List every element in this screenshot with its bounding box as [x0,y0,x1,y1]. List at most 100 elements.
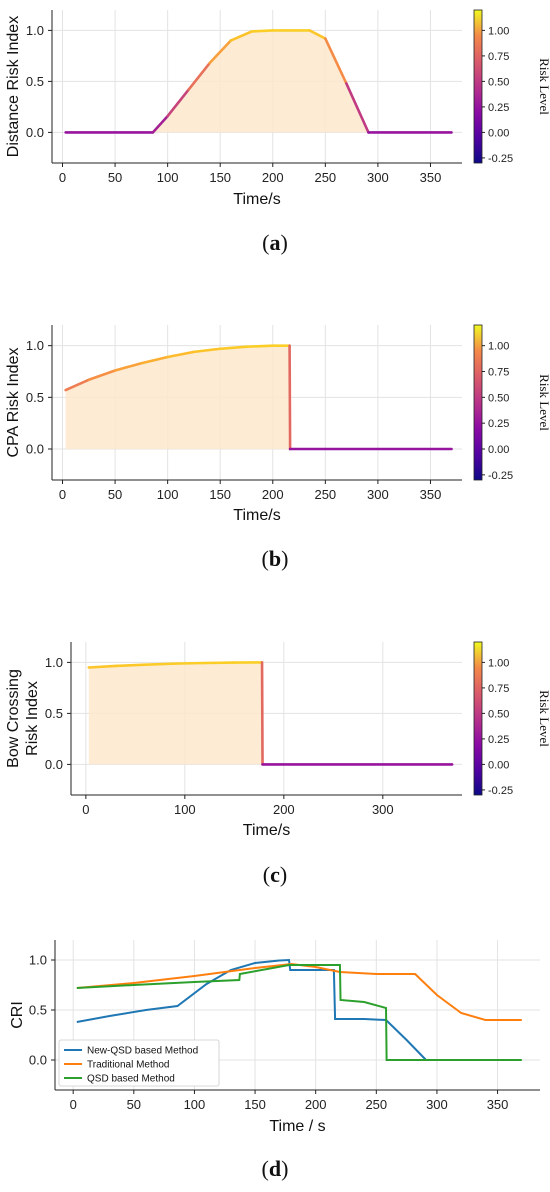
risk-curve-segment [208,39,233,65]
risk-curve-segment [345,82,370,134]
colorbar [473,641,483,796]
panel-2: 0 50 100 150 200 250 300 350 0.0 0.5 1.0 Time/s CPA … [5,324,550,571]
risk-curve-segment [87,369,117,382]
x-tick-label: 0 [70,1097,77,1112]
risk-curve-segment [140,355,169,365]
x-tick-label: 50 [108,170,122,185]
legend-label: Traditional Method [87,1060,169,1071]
colorbar-tick-label: 1.00 [488,341,509,353]
x-tick-label: 100 [174,802,196,817]
colorbar-tick-label: 0.25 [488,418,509,430]
x-tick-label: 350 [420,487,442,502]
risk-area-fill [88,662,453,765]
x-axis-label: Time/s [233,191,280,208]
x-tick-label: 150 [209,170,231,185]
colorbar-label: Risk Level [537,690,550,747]
risk-area-fill [65,345,452,449]
x-tick-label: 200 [262,487,284,502]
colorbar-tick-label: 0.00 [488,444,509,456]
colorbar-tick-label: -0.25 [488,153,513,165]
y-axis-label: Risk Index [24,681,41,756]
colorbar-label: Risk Level [537,58,550,115]
series-line [76,958,427,1061]
x-axis-label: Time/s [233,507,280,524]
y-tick-label: 0.5 [26,390,44,405]
x-axis-label: Time/s [243,822,290,839]
colorbar-tick-label: 0.75 [488,683,509,695]
x-tick-label: 0 [82,802,89,817]
risk-curve-segment [173,661,206,665]
x-tick-label: 150 [244,1097,266,1112]
y-tick-label: 0.0 [26,442,44,457]
colorbar-tick-label: 0.75 [488,51,509,63]
y-tick-label: 1.0 [26,338,44,353]
risk-curve-segment [308,29,327,40]
risk-curve-segment [192,347,222,354]
x-tick-label: 200 [262,170,284,185]
y-axis-label: Bow Crossing [5,669,22,768]
x-tick-label: 350 [487,1097,509,1112]
colorbar-tick-label: -0.25 [488,785,513,797]
x-tick-label: 200 [273,802,295,817]
risk-curve-segment [166,88,190,118]
x-tick-label: 0 [59,170,66,185]
panel-caption: (b) [262,546,289,571]
colorbar-tick-label: 0.50 [488,76,509,88]
risk-curve-segment [229,30,254,42]
risk-curve-segment [166,350,196,359]
legend-label: QSD based Method [87,1074,175,1085]
x-tick-label: 300 [372,802,394,817]
colorbar-tick-label: 1.00 [488,657,509,669]
panel-caption: (d) [262,1156,289,1181]
risk-curve-segment [187,61,211,91]
panel-1: 0 50 100 150 200 250 300 350 0.0 0.5 1.0 Time/s Dist… [5,9,550,255]
risk-area-fill [65,30,452,133]
x-tick-label: 250 [314,487,336,502]
x-tick-label: 350 [420,170,442,185]
colorbar-tick-label: 0.50 [488,392,509,404]
y-tick-label: 0.0 [29,1053,47,1068]
colorbar [473,9,483,164]
x-tick-label: 250 [314,170,336,185]
risk-curve-segment [87,664,117,669]
x-tick-label: 300 [367,170,389,185]
y-axis-label: CPA Risk Index [5,348,22,458]
series-line [76,964,522,1061]
risk-curve-segment [151,114,169,134]
x-tick-label: 150 [209,487,231,502]
y-tick-label: 0.0 [45,757,63,772]
x-tick-label: 100 [157,487,179,502]
colorbar-tick-label: 0.25 [488,102,509,114]
x-tick-label: 0 [59,487,66,502]
y-axis-label: Distance Risk Index [5,16,22,157]
risk-curve-segment [143,662,177,666]
y-tick-label: 1.0 [29,953,47,968]
y-tick-label: 1.0 [26,23,44,38]
risk-curve-segment [113,361,143,372]
risk-curve-segment [245,344,275,349]
series-line [76,962,522,1021]
x-tick-label: 200 [305,1097,327,1112]
colorbar-label: Risk Level [537,374,550,431]
risk-curve-segment [250,29,275,33]
risk-curve-segment [114,663,147,668]
risk-curve-segment [64,378,91,392]
colorbar-tick-label: 0.00 [488,127,509,139]
legend-label: New-QSD based Method [87,1046,198,1057]
y-tick-label: 0.0 [26,125,44,140]
colorbar-tick-label: 0.25 [488,734,509,746]
y-tick-label: 1.0 [45,655,63,670]
x-axis-label: Time / s [269,1118,325,1135]
colorbar-tick-label: 0.00 [488,759,509,771]
y-axis-label: CRI [9,1001,26,1029]
x-tick-label: 50 [127,1097,141,1112]
x-tick-label: 100 [184,1097,206,1112]
panel-4: 0 50 100 150 200 250 300 350 0.0 0.5 1.0 Time / s CR… [9,940,540,1181]
legend-box [58,1039,220,1087]
colorbar [473,324,483,481]
x-tick-label: 300 [426,1097,448,1112]
risk-curve-segment [218,345,248,351]
risk-curve-segment [288,344,292,451]
